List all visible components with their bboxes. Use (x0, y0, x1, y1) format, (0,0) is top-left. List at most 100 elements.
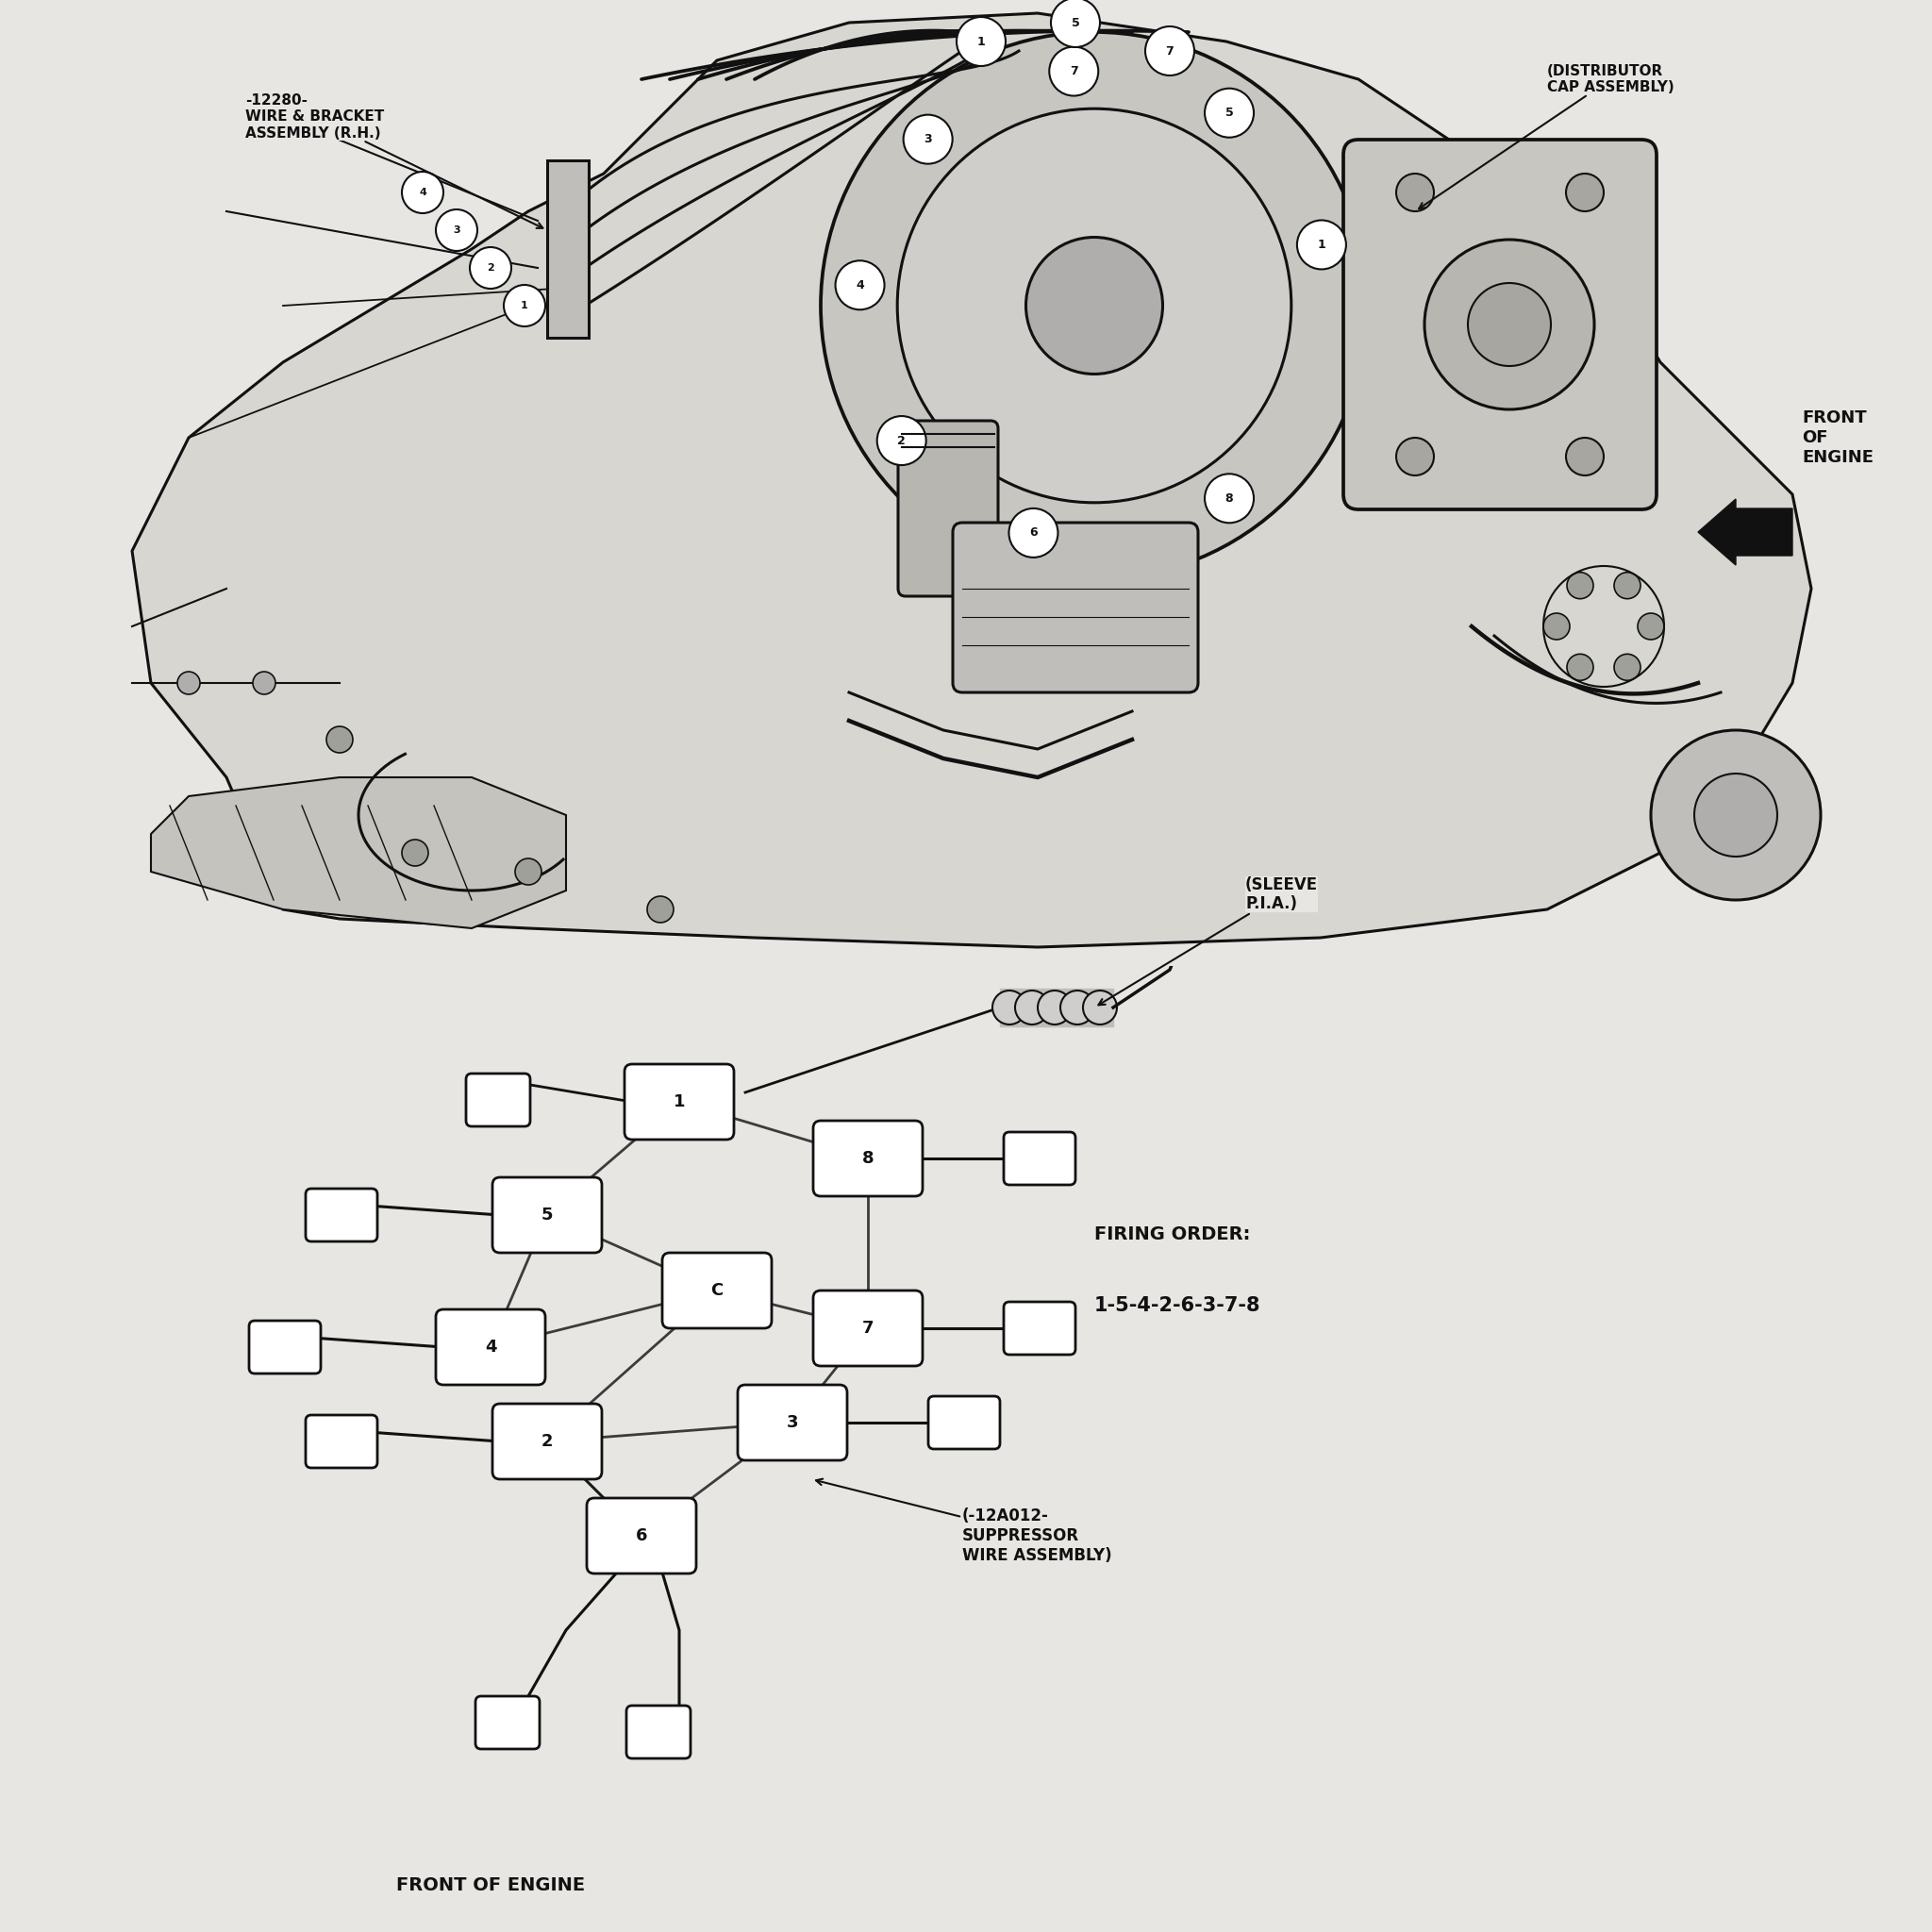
FancyBboxPatch shape (738, 1385, 846, 1461)
Circle shape (327, 726, 354, 753)
Text: (DISTRIBUTOR
CAP ASSEMBLY): (DISTRIBUTOR CAP ASSEMBLY) (1418, 64, 1675, 209)
Text: 8: 8 (1225, 493, 1233, 504)
Circle shape (1567, 655, 1594, 680)
Text: -12280-
WIRE & BRACKET
ASSEMBLY (R.H.): -12280- WIRE & BRACKET ASSEMBLY (R.H.) (245, 93, 543, 228)
Text: FIRING ORDER:: FIRING ORDER: (1094, 1225, 1250, 1242)
Circle shape (1296, 220, 1347, 269)
Circle shape (516, 858, 541, 885)
FancyBboxPatch shape (813, 1291, 923, 1366)
Circle shape (1468, 282, 1551, 365)
Circle shape (1397, 174, 1434, 211)
Circle shape (1206, 473, 1254, 524)
Text: 1-5-4-2-6-3-7-8: 1-5-4-2-6-3-7-8 (1094, 1296, 1262, 1316)
FancyBboxPatch shape (626, 1706, 690, 1758)
FancyBboxPatch shape (587, 1497, 696, 1573)
Text: 7: 7 (1070, 66, 1078, 77)
FancyBboxPatch shape (952, 524, 1198, 692)
Circle shape (904, 114, 952, 164)
Circle shape (1146, 27, 1194, 75)
Text: (SLEEVE
P.I.A.): (SLEEVE P.I.A.) (1099, 875, 1318, 1005)
Circle shape (469, 247, 512, 288)
Circle shape (1051, 0, 1099, 46)
FancyBboxPatch shape (927, 1397, 1001, 1449)
Text: 6: 6 (636, 1528, 647, 1544)
Circle shape (877, 415, 925, 466)
Text: 5: 5 (541, 1208, 553, 1223)
Circle shape (956, 17, 1007, 66)
Circle shape (1049, 46, 1097, 97)
Circle shape (1397, 439, 1434, 475)
FancyBboxPatch shape (1005, 1132, 1076, 1184)
Text: 8: 8 (862, 1150, 873, 1167)
Circle shape (835, 261, 885, 309)
Circle shape (1037, 991, 1072, 1024)
Circle shape (1544, 612, 1569, 639)
Polygon shape (151, 777, 566, 927)
Circle shape (1009, 508, 1059, 558)
Circle shape (402, 840, 429, 866)
Circle shape (1084, 991, 1117, 1024)
Circle shape (1424, 240, 1594, 410)
Circle shape (1613, 655, 1640, 680)
Polygon shape (131, 14, 1812, 947)
Circle shape (1026, 238, 1163, 375)
Text: 5: 5 (1072, 17, 1080, 29)
Circle shape (1206, 89, 1254, 137)
FancyBboxPatch shape (305, 1414, 377, 1468)
Text: 4: 4 (856, 278, 864, 292)
Circle shape (993, 991, 1026, 1024)
Circle shape (1567, 439, 1604, 475)
FancyBboxPatch shape (813, 1121, 923, 1196)
Circle shape (1650, 730, 1820, 900)
Circle shape (1694, 773, 1777, 856)
Text: (-12A012-
SUPPRESSOR
WIRE ASSEMBLY): (-12A012- SUPPRESSOR WIRE ASSEMBLY) (815, 1478, 1113, 1563)
Text: C: C (711, 1283, 723, 1298)
Circle shape (178, 672, 201, 694)
FancyBboxPatch shape (249, 1321, 321, 1374)
Circle shape (647, 896, 674, 923)
Text: 1: 1 (978, 35, 985, 48)
Circle shape (253, 672, 276, 694)
FancyBboxPatch shape (305, 1188, 377, 1242)
Text: 1: 1 (1318, 240, 1325, 251)
Circle shape (1613, 572, 1640, 599)
Text: 3: 3 (452, 226, 460, 236)
FancyBboxPatch shape (1343, 139, 1656, 510)
Circle shape (1014, 991, 1049, 1024)
FancyBboxPatch shape (437, 1310, 545, 1385)
Circle shape (437, 209, 477, 251)
FancyBboxPatch shape (898, 421, 999, 597)
Text: 7: 7 (862, 1320, 873, 1337)
FancyBboxPatch shape (663, 1252, 771, 1329)
Circle shape (821, 33, 1368, 580)
Text: 6: 6 (1030, 527, 1037, 539)
Circle shape (504, 284, 545, 327)
Text: FRONT OF ENGINE: FRONT OF ENGINE (396, 1876, 585, 1893)
Text: 2: 2 (487, 263, 495, 272)
FancyBboxPatch shape (493, 1405, 603, 1480)
Text: 3: 3 (923, 133, 931, 145)
Text: 1: 1 (674, 1094, 686, 1111)
FancyBboxPatch shape (1005, 1302, 1076, 1354)
Circle shape (1638, 612, 1663, 639)
Text: 3: 3 (786, 1414, 798, 1432)
Text: 2: 2 (898, 435, 906, 446)
Circle shape (1567, 572, 1594, 599)
FancyArrow shape (1698, 498, 1793, 564)
Text: 7: 7 (1165, 44, 1175, 58)
Text: 5: 5 (1225, 106, 1233, 120)
FancyBboxPatch shape (475, 1696, 539, 1748)
Circle shape (1061, 991, 1094, 1024)
Text: 4: 4 (485, 1339, 497, 1356)
FancyBboxPatch shape (547, 160, 589, 338)
Circle shape (896, 108, 1291, 502)
Text: 2: 2 (541, 1434, 553, 1449)
Text: 1: 1 (522, 301, 527, 311)
Circle shape (402, 172, 442, 213)
Circle shape (1567, 174, 1604, 211)
FancyBboxPatch shape (493, 1177, 603, 1252)
FancyBboxPatch shape (624, 1065, 734, 1140)
FancyBboxPatch shape (466, 1074, 529, 1126)
Text: 4: 4 (419, 187, 427, 197)
Text: FRONT
OF
ENGINE: FRONT OF ENGINE (1803, 410, 1874, 466)
